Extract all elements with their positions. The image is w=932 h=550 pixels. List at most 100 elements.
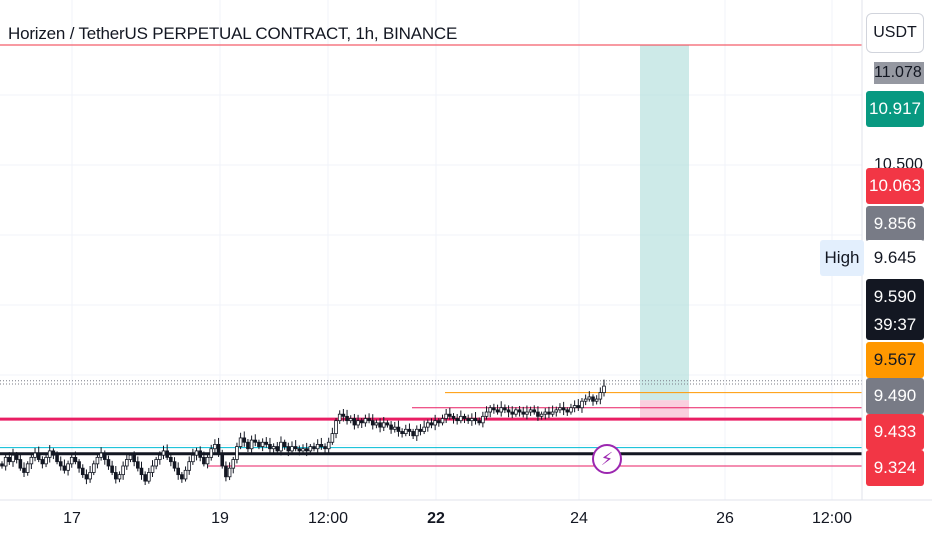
candle-body (561, 407, 566, 411)
candle-body (132, 454, 136, 463)
candle-body (414, 428, 419, 437)
candle-body (7, 456, 12, 463)
time-tick-label: 17 (63, 510, 81, 527)
candle-body (492, 407, 496, 411)
candle-body (205, 456, 210, 465)
candle-body (389, 424, 393, 430)
candle-body (359, 420, 364, 424)
candle-body (95, 456, 100, 465)
candle-body (448, 413, 452, 417)
candle-body (506, 409, 511, 413)
candle-body (165, 450, 169, 458)
candle-body (455, 418, 459, 422)
candle-body (150, 465, 155, 473)
candle-body (216, 444, 221, 454)
candle-body (91, 463, 96, 473)
price-badge: 9.490 (866, 378, 924, 414)
candle-body (326, 441, 331, 450)
candle-body (33, 452, 37, 458)
candle-body (172, 461, 177, 469)
candle-body (602, 385, 606, 393)
time-tick-label: 26 (716, 510, 734, 527)
price-badge: 9.567 (866, 342, 924, 378)
candle-body (84, 474, 89, 480)
candle-body (330, 433, 335, 443)
candle-body (29, 456, 34, 465)
candle-body (381, 422, 386, 428)
candle-body (437, 420, 441, 424)
candle-body (235, 446, 239, 460)
candle-body (583, 398, 588, 402)
candle-body (198, 450, 203, 458)
candle-body (481, 415, 485, 424)
candle-body (136, 461, 140, 469)
candle-body (3, 456, 8, 467)
price-badge-high: 9.645 (866, 240, 924, 276)
candle-body (532, 409, 537, 413)
candle-body (547, 411, 551, 415)
candle-body (341, 413, 346, 417)
candle-body (275, 446, 280, 452)
candle-body (462, 415, 467, 419)
candle-body (411, 431, 415, 437)
price-badge-target: 10.917 (866, 91, 924, 127)
candle-body (459, 415, 463, 422)
candle-body (253, 439, 258, 443)
candle-body (66, 463, 70, 471)
candle-body (348, 418, 353, 422)
candle-body (117, 474, 122, 480)
price-badge: 9.324 (866, 450, 924, 486)
candle-body (550, 411, 555, 415)
time-tick-label: 19 (211, 510, 229, 527)
candle-body (470, 418, 474, 422)
candle-body (304, 448, 309, 452)
candle-body (161, 450, 166, 456)
chart-title: Horizen / TetherUS PERPETUAL CONTRACT, 1… (8, 24, 458, 43)
candle-body (576, 405, 581, 409)
candle-body (319, 444, 324, 447)
candle-body (47, 450, 52, 458)
candle-body (352, 418, 357, 426)
candle-body (88, 472, 92, 480)
time-tick-label: 12:00 (811, 510, 853, 527)
candle-body (249, 439, 254, 450)
candle-body (315, 444, 320, 450)
candle-body (301, 448, 305, 452)
currency-button[interactable]: USDT (866, 13, 924, 53)
candle-body (433, 420, 437, 426)
position-loss-zone (640, 400, 689, 420)
candle-body (539, 413, 544, 417)
candle-body (403, 428, 408, 435)
candle-body (11, 454, 15, 463)
candle-body (58, 461, 63, 467)
candle-body (73, 456, 78, 463)
candle-body (158, 454, 162, 460)
candle-body (264, 441, 269, 445)
candle-body (286, 446, 291, 452)
candle-body (246, 441, 250, 450)
price-badge: 10.063 (866, 168, 924, 204)
candle-body (323, 446, 327, 450)
candle-body (242, 437, 247, 443)
candle-body (183, 469, 188, 480)
candle-body (598, 392, 603, 400)
candle-body (139, 467, 144, 476)
candle-body (370, 420, 375, 426)
candle-body (400, 431, 404, 435)
candle-body (440, 418, 445, 424)
candle-body (374, 422, 379, 426)
candle-body (125, 459, 129, 467)
candle-body (558, 407, 562, 411)
candle-body (169, 456, 173, 463)
price-badge: 9.856 (866, 206, 924, 242)
candle-body (25, 463, 30, 473)
candle-body (271, 446, 276, 450)
candle-body (224, 465, 228, 478)
lightning-bolt-icon[interactable]: ⚡︎ (592, 444, 622, 474)
candle-body (488, 407, 493, 413)
candle-body (407, 428, 412, 432)
position-profit-zone (640, 45, 689, 401)
candle-body (202, 456, 206, 465)
candle-body (69, 456, 74, 465)
